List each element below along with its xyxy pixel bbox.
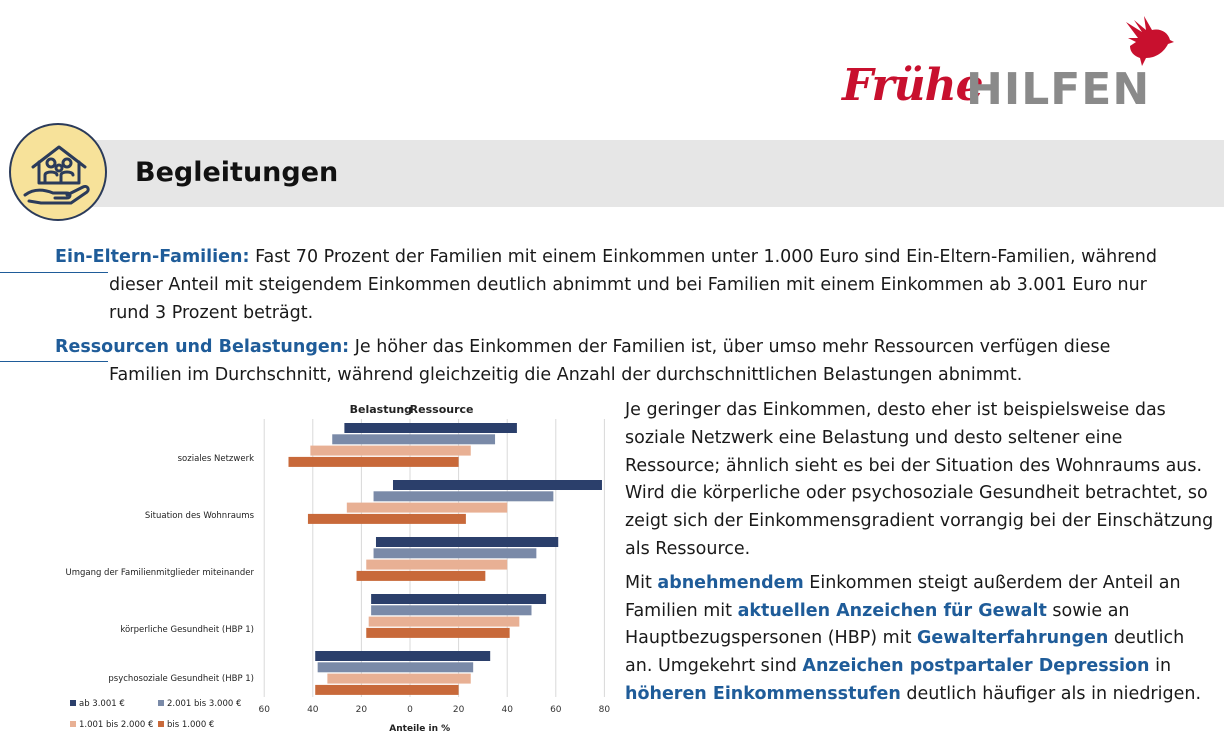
tick-label: 40 — [307, 705, 319, 715]
bar-ressource — [410, 559, 508, 570]
bar-belastung — [315, 684, 410, 695]
bar-ressource — [410, 423, 517, 433]
tick-label: 60 — [550, 705, 562, 715]
para2-line1: Je höher das Einkommen der Familien ist,… — [349, 337, 1111, 357]
legend-swatch — [70, 721, 76, 727]
bar-belastung — [366, 559, 410, 570]
rule-para1 — [0, 272, 108, 273]
bar-ressource — [410, 480, 602, 490]
para1-line3: rund 3 Prozent beträgt. — [109, 303, 314, 323]
bar-belastung — [315, 651, 410, 661]
bar-ressource — [410, 570, 486, 581]
category-label: psychosoziale Gesundheit (HBP 1) — [108, 674, 254, 684]
bar-belastung — [356, 570, 410, 581]
tick-label: 40 — [501, 705, 513, 715]
legend-swatch — [70, 700, 76, 706]
bar-ressource — [410, 537, 559, 547]
page-title: Begleitungen — [135, 157, 339, 188]
chart-header-belastung: Belastung — [350, 403, 412, 416]
bar-belastung — [307, 513, 410, 524]
bar-ressource — [410, 513, 466, 524]
right-text-column: Je geringer das Einkommen, desto eher is… — [625, 397, 1215, 715]
paragraph-ressourcen: Ressourcen und Belastungen: Je höher das… — [55, 333, 1215, 362]
p2-text-c: sowie an Hauptbezugspersonen (HBP) mit — [625, 600, 1130, 649]
bar-ressource — [410, 491, 554, 502]
para1-line1: Fast 70 Prozent der Familien mit einem E… — [249, 247, 1157, 267]
bar-ressource — [410, 445, 471, 456]
bar-ressource — [410, 434, 496, 445]
bar-ressource — [410, 684, 459, 695]
bar-belastung — [373, 548, 410, 559]
keyword-ein-eltern: Ein-Eltern-Familien: — [55, 247, 250, 267]
bar-ressource — [410, 627, 510, 638]
x-axis-label: Anteile in % — [389, 724, 450, 734]
bar-belastung — [366, 627, 410, 638]
bar-belastung — [288, 456, 410, 467]
keyword-einkommensstufen: höheren Einkommensstufen — [625, 683, 901, 704]
bar-belastung — [375, 537, 410, 547]
bar-belastung — [368, 616, 410, 627]
p2-text-d: deutlich an. Umgekehrt sind — [625, 628, 1185, 677]
bar-ressource — [410, 651, 491, 661]
rule-para2 — [0, 361, 108, 362]
keyword-ressourcen: Ressourcen und Belastungen: — [55, 337, 350, 357]
bar-ressource — [410, 502, 508, 513]
paragraph-ein-eltern: Ein-Eltern-Familien: Fast 70 Prozent der… — [55, 243, 1215, 272]
bar-belastung — [346, 502, 410, 513]
tick-label: 20 — [356, 705, 368, 715]
right-paragraph-2: Mit abnehmendem Einkommen steigt außerde… — [625, 570, 1215, 709]
bar-ressource — [410, 616, 520, 627]
bar-belastung — [332, 434, 410, 445]
bar-belastung — [344, 423, 410, 433]
legend-label: 1.001 bis 2.000 € — [79, 720, 153, 730]
right-paragraph-1: Je geringer das Einkommen, desto eher is… — [625, 400, 1214, 559]
bar-ressource — [410, 548, 537, 559]
bar-belastung — [371, 605, 410, 616]
logo-text-frue: Frühe — [842, 60, 984, 111]
para1-line2: dieser Anteil mit steigendem Einkommen d… — [109, 275, 1147, 295]
legend-label: 2.001 bis 3.000 € — [167, 699, 241, 709]
p2-text-a: Mit — [625, 572, 658, 593]
bar-belastung — [327, 673, 410, 684]
category-label: Situation des Wohnraums — [145, 511, 255, 521]
bar-ressource — [410, 605, 532, 616]
para2-line2: Familien im Durchschnitt, während gleich… — [109, 365, 1023, 385]
logo-text-hilfen: HILFEN — [966, 64, 1151, 115]
keyword-gewalt-anzeichen: aktuellen Anzeichen für Gewalt — [737, 600, 1047, 621]
tick-label: 20 — [453, 705, 465, 715]
p2-text-b: Einkommen steigt außerdem der Anteil an … — [625, 572, 1181, 621]
tick-label: 80 — [599, 705, 611, 715]
bar-belastung — [371, 594, 410, 604]
bird-icon — [1126, 16, 1174, 66]
category-label: körperliche Gesundheit (HBP 1) — [120, 625, 254, 635]
keyword-depression: Anzeichen postpartaler Depression — [802, 656, 1150, 677]
legend-swatch — [158, 721, 164, 727]
legend-swatch — [158, 700, 164, 706]
income-bar-chart: Belastung Ressource soziales Netzwerk Situa… — [50, 397, 620, 737]
tick-label: 0 — [407, 705, 413, 715]
frueheHilfen-logo: Frühe HILFEN — [838, 8, 1218, 123]
chart-header-ressource: Ressource — [410, 403, 474, 416]
category-label: Umgang der Familienmitglieder miteinande… — [65, 568, 254, 578]
keyword-gewalterfahrungen: Gewalterfahrungen — [917, 628, 1109, 649]
bar-belastung — [373, 491, 410, 502]
bar-ressource — [410, 594, 547, 604]
category-label: soziales Netzwerk — [178, 454, 254, 464]
keyword-abnehmendem: abnehmendem — [657, 572, 804, 593]
family-house-hand-icon — [9, 123, 107, 221]
bar-ressource — [410, 456, 459, 467]
bar-belastung — [392, 480, 410, 490]
bar-ressource — [410, 662, 474, 673]
bar-belastung — [317, 662, 410, 673]
bar-belastung — [310, 445, 410, 456]
header-band — [60, 140, 1224, 207]
legend-label: bis 1.000 € — [167, 720, 214, 730]
legend-label: ab 3.001 € — [79, 699, 125, 709]
tick-label: 60 — [258, 705, 270, 715]
p2-text-f: deutlich häufiger als in niedrigen. — [900, 683, 1202, 704]
bar-ressource — [410, 673, 471, 684]
p2-text-e: in — [1149, 656, 1172, 677]
